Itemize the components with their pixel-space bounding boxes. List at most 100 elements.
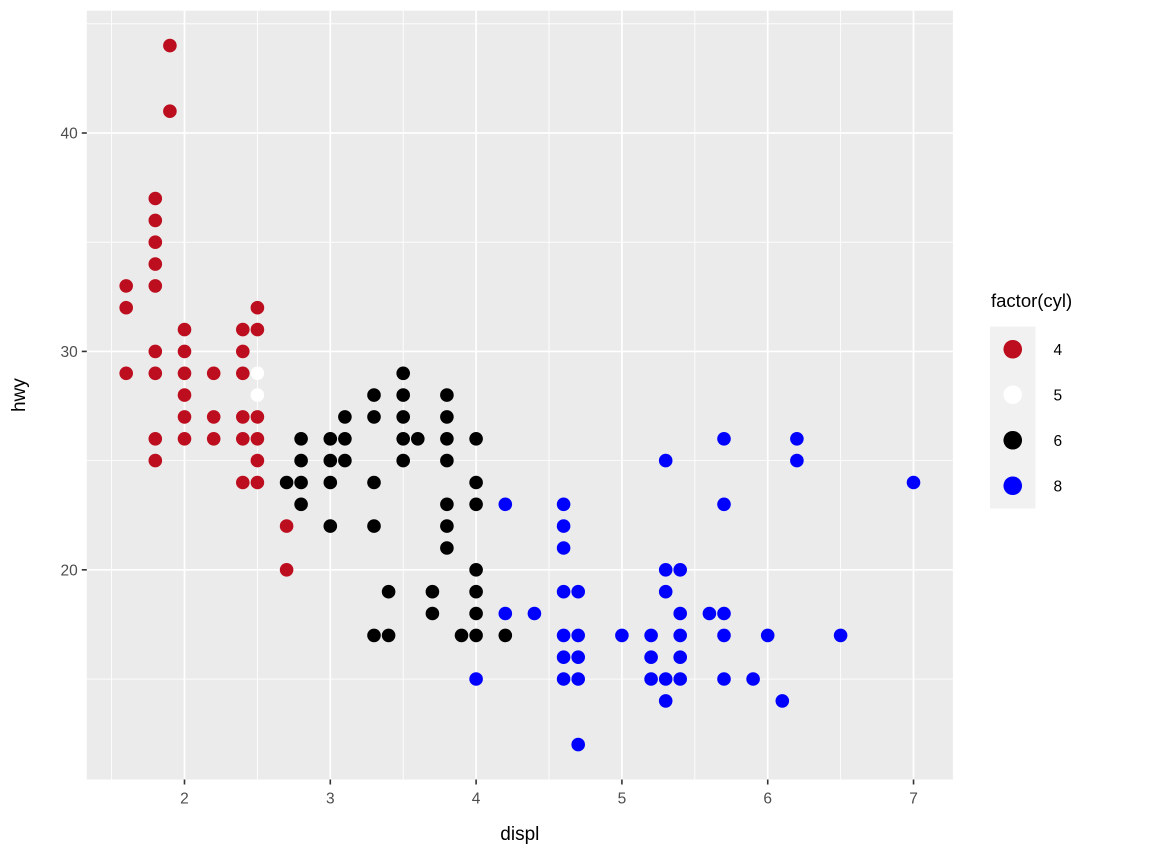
plot-panel [86, 10, 953, 780]
data-point-cyl4 [236, 322, 250, 337]
data-point-cyl8 [498, 497, 513, 512]
data-point-cyl4 [250, 300, 265, 315]
legend-item-cyl5: 5 [990, 372, 1062, 418]
data-point-cyl4 [236, 475, 250, 490]
data-point-cyl6 [440, 410, 454, 424]
data-point-cyl4 [236, 432, 250, 446]
x-tick-label: 6 [763, 791, 772, 808]
legend-key-point [1003, 385, 1023, 405]
data-point-cyl4 [236, 410, 250, 424]
data-point-cyl8 [658, 694, 673, 708]
data-point-cyl4 [119, 279, 133, 293]
data-point-cyl8 [571, 650, 585, 664]
data-point-cyl8 [556, 584, 571, 599]
data-point-cyl4 [163, 104, 177, 118]
data-point-cyl6 [279, 475, 294, 490]
data-point-cyl8 [775, 694, 790, 708]
data-point-cyl8 [556, 672, 571, 686]
legend-item-cyl6: 6 [990, 417, 1063, 463]
y-tick-label: 40 [61, 126, 79, 143]
legend-label: 5 [1054, 387, 1063, 404]
y-axis-title: hwy [9, 378, 30, 412]
data-point-cyl6 [454, 628, 469, 643]
data-point-cyl4 [148, 191, 163, 206]
data-point-cyl6 [440, 432, 454, 446]
data-point-cyl4 [148, 235, 163, 249]
data-point-cyl4 [177, 388, 192, 402]
data-point-cyl8 [469, 672, 483, 686]
data-point-cyl6 [367, 475, 381, 490]
data-point-cyl8 [644, 672, 658, 686]
legend: factor(cyl) 4 5 6 8 [990, 290, 1072, 509]
data-point-cyl8 [658, 563, 673, 577]
data-point-cyl5 [250, 366, 265, 381]
data-point-cyl4 [236, 366, 250, 381]
x-tick-label: 4 [472, 791, 481, 808]
legend-item-cyl4: 4 [990, 326, 1063, 372]
data-point-cyl8 [717, 606, 731, 621]
minor-gridlines [86, 10, 953, 780]
data-point-cyl6 [396, 388, 411, 402]
y-axis-ticks: 20 30 40 [61, 126, 87, 579]
data-point-cyl8 [673, 628, 687, 643]
data-point-cyl4 [119, 366, 133, 381]
data-point-cyl6 [411, 432, 425, 446]
data-point-cyl6 [469, 584, 483, 599]
legend-title: factor(cyl) [991, 290, 1072, 311]
data-point-cyl6 [367, 519, 381, 533]
data-point-cyl4 [250, 410, 265, 424]
data-point-cyl8 [673, 563, 687, 577]
data-point-cyl8 [790, 432, 804, 446]
data-point-cyl8 [717, 497, 731, 512]
data-point-cyl4 [206, 410, 221, 424]
data-point-cyl6 [323, 453, 338, 468]
data-point-cyl8 [702, 606, 717, 621]
data-point-cyl6 [440, 541, 454, 555]
data-point-cyl6 [323, 475, 338, 490]
data-point-cyl4 [279, 519, 294, 533]
data-point-cyl6 [469, 432, 483, 446]
data-point-cyl4 [177, 410, 192, 424]
data-point-cyl8 [556, 541, 571, 555]
data-point-cyl6 [294, 497, 308, 512]
data-point-cyl8 [673, 672, 687, 686]
legend-label: 6 [1054, 433, 1063, 450]
legend-key-point [1003, 430, 1023, 450]
data-point-cyl4 [177, 366, 192, 381]
data-point-cyl6 [440, 497, 454, 512]
data-point-cyl8 [556, 519, 571, 533]
data-point-cyl6 [381, 584, 396, 599]
data-point-cyl6 [498, 628, 513, 643]
data-point-cyl4 [163, 38, 177, 53]
data-point-cyl4 [236, 344, 250, 359]
data-point-cyl6 [323, 432, 338, 446]
data-point-cyl8 [833, 628, 848, 643]
data-point-cyl8 [717, 672, 731, 686]
x-tick-label: 5 [618, 791, 627, 808]
data-point-cyl6 [425, 584, 440, 599]
legend-item-cyl8: 8 [990, 463, 1062, 509]
data-point-cyl6 [440, 519, 454, 533]
data-point-cyl8 [658, 584, 673, 599]
data-point-cyl4 [250, 475, 265, 490]
data-point-cyl4 [279, 563, 294, 577]
legend-key-point [1003, 339, 1023, 359]
data-point-cyl4 [177, 322, 192, 337]
x-tick-label: 3 [326, 791, 335, 808]
data-point-cyl4 [206, 432, 221, 446]
data-point-cyl8 [906, 475, 921, 490]
data-point-cyl4 [250, 453, 265, 468]
data-point-cyl4 [206, 366, 221, 381]
data-point-cyl4 [177, 344, 192, 359]
data-point-cyl6 [440, 453, 454, 468]
data-point-cyl8 [658, 672, 673, 686]
data-point-cyl8 [790, 453, 804, 468]
data-point-cyl8 [615, 628, 629, 643]
data-point-cyl5 [250, 388, 265, 402]
data-point-cyl8 [644, 650, 658, 664]
data-point-cyl6 [367, 628, 381, 643]
data-point-cyl6 [367, 388, 381, 402]
legend-label: 8 [1054, 478, 1063, 495]
